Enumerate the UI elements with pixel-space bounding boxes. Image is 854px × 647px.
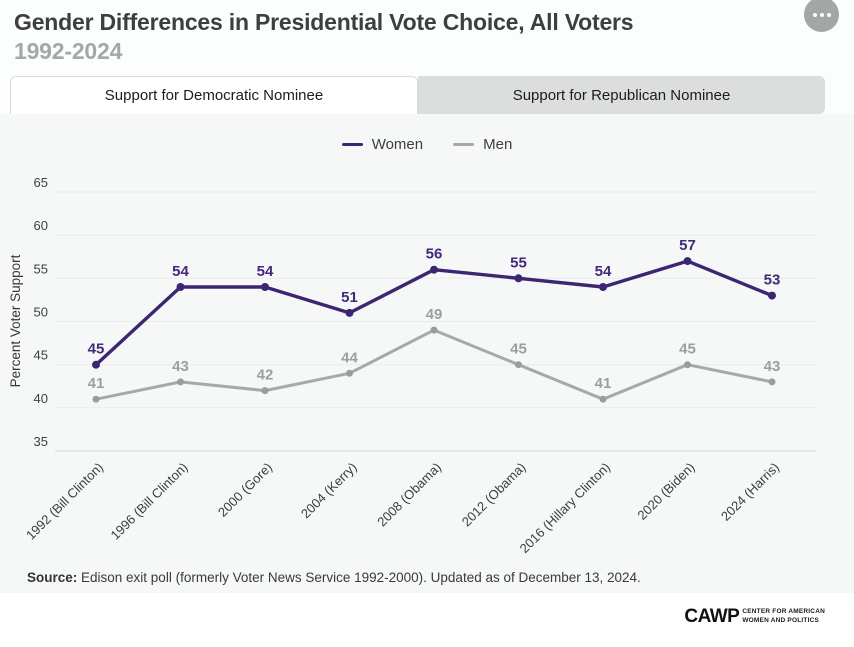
line-chart-svg: 35 40 45 50 55 60 65 Percent Voter Support 1992 …: [8, 175, 816, 556]
svg-text:55: 55: [510, 254, 527, 271]
svg-text:55: 55: [34, 261, 48, 276]
svg-text:2024 (Harris): 2024 (Harris): [718, 460, 782, 524]
footer: CAWP CENTER FOR AMERICAN WOMEN AND POLIT…: [0, 593, 854, 647]
svg-text:43: 43: [172, 358, 189, 375]
chart-header: Gender Differences in Presidential Vote …: [14, 8, 794, 65]
cawp-logo-text: CAWP: [684, 606, 740, 627]
svg-text:41: 41: [595, 375, 612, 392]
svg-text:40: 40: [34, 391, 48, 406]
men-line-swatch-icon: [453, 142, 475, 147]
page-subtitle: 1992-2024: [14, 38, 123, 64]
legend-label-men: Men: [483, 136, 513, 153]
svg-text:2000 (Gore): 2000 (Gore): [215, 460, 275, 520]
ellipsis-icon: [819, 12, 824, 17]
svg-text:51: 51: [341, 289, 358, 306]
cawp-logo: CAWP CENTER FOR AMERICAN WOMEN AND POLIT…: [684, 607, 825, 626]
ellipsis-icon: [826, 12, 831, 17]
svg-text:2012 (Obama): 2012 (Obama): [459, 460, 529, 530]
svg-text:45: 45: [88, 341, 105, 358]
nominee-tabs: Support for Democratic Nominee Support f…: [10, 76, 825, 114]
svg-text:2016 (Hillary Clinton): 2016 (Hillary Clinton): [517, 460, 613, 556]
line-chart: 35 40 45 50 55 60 65 Percent Voter Support 1992 …: [0, 160, 854, 575]
source-label: Source:: [27, 570, 78, 585]
cawp-logo-subtext: CENTER FOR AMERICAN WOMEN AND POLITICS: [742, 607, 825, 624]
svg-text:45: 45: [510, 341, 527, 358]
chart-panel: Women Men 35 40 45 50 55 60 65 Percent Voter Su…: [0, 114, 854, 593]
svg-text:35: 35: [34, 434, 48, 449]
more-options-button[interactable]: [804, 0, 839, 32]
svg-text:45: 45: [679, 341, 696, 358]
svg-text:43: 43: [764, 358, 781, 375]
tab-republican-nominee[interactable]: Support for Republican Nominee: [418, 76, 825, 114]
svg-text:2020 (Biden): 2020 (Biden): [634, 460, 697, 523]
women-line-swatch-icon: [341, 142, 363, 147]
svg-text:42: 42: [257, 367, 274, 384]
legend-label-women: Women: [371, 136, 424, 153]
legend-item-men: Men: [453, 136, 512, 153]
chart-legend: Women Men: [0, 136, 854, 153]
svg-text:65: 65: [34, 175, 48, 190]
source-text: Edison exit poll (formerly Voter News Se…: [77, 570, 641, 585]
svg-text:57: 57: [679, 237, 696, 254]
svg-text:50: 50: [34, 305, 48, 320]
legend-item-women: Women: [341, 136, 424, 153]
svg-text:1996 (Bill Clinton): 1996 (Bill Clinton): [107, 460, 190, 543]
svg-text:60: 60: [34, 218, 48, 233]
svg-text:2008 (Obama): 2008 (Obama): [374, 460, 444, 530]
svg-text:45: 45: [34, 348, 48, 363]
source-note: Source: Edison exit poll (formerly Voter…: [27, 570, 641, 585]
page-title: Gender Differences in Presidential Vote …: [14, 9, 634, 35]
svg-text:53: 53: [764, 272, 781, 289]
svg-text:44: 44: [341, 349, 358, 366]
svg-text:56: 56: [426, 246, 443, 263]
svg-text:54: 54: [172, 263, 189, 280]
svg-text:2004 (Kerry): 2004 (Kerry): [298, 460, 360, 522]
svg-text:49: 49: [426, 306, 443, 323]
svg-text:41: 41: [88, 375, 105, 392]
tab-democratic-nominee[interactable]: Support for Democratic Nominee: [10, 76, 418, 114]
svg-text:1992 (Bill Clinton): 1992 (Bill Clinton): [23, 460, 106, 543]
svg-text:Percent Voter Support: Percent Voter Support: [8, 254, 23, 387]
svg-text:54: 54: [257, 263, 274, 280]
svg-text:54: 54: [595, 263, 612, 280]
ellipsis-icon: [812, 12, 817, 17]
